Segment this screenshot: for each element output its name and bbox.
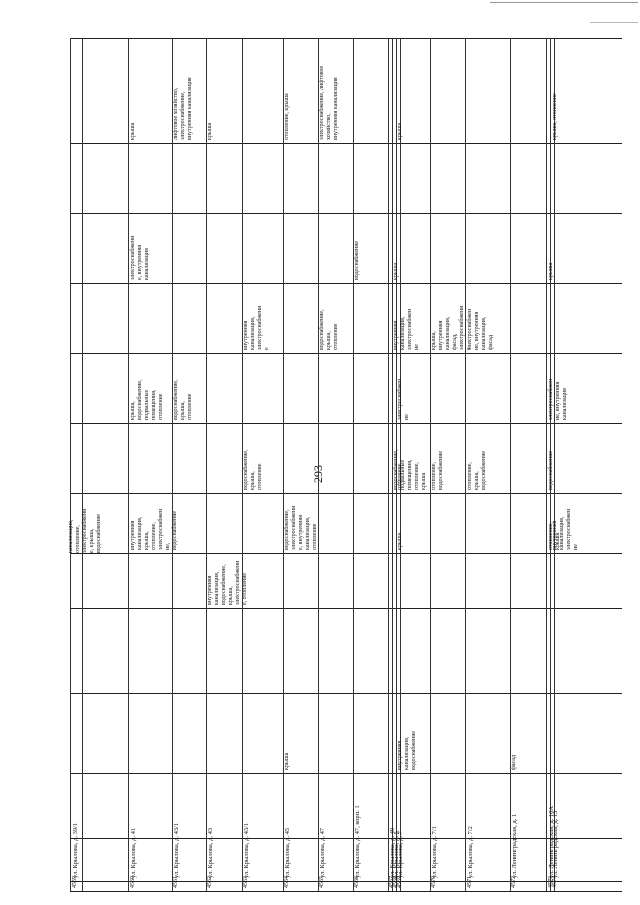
cell-c5: водоснабжение, крыша, отопление [243,449,263,490]
row-address: ул. Крылова, д. 43/1 [173,822,180,878]
row-rule [400,38,401,891]
column-rule [70,773,622,774]
row-address: ул. Крылова, д. 45 [284,827,291,878]
cell-c10: крыша [207,122,213,140]
row-address: ул. Ленинградская, д. 15 [552,810,559,878]
column-rule [70,38,622,39]
column-rule [70,493,622,494]
column-rule [70,891,622,892]
row-rule [388,38,389,891]
cell-c7: внутренняя канализация, электроснабжен и… [393,308,420,350]
row-number: 4569 [397,876,403,888]
row-number: 4563 [243,876,249,888]
cell-c8: крыша [548,262,554,280]
cell-c5: водоснабжение [548,450,554,490]
cell-c10: лифтовое хозяйство, электроснабжение, вн… [173,77,193,140]
cell-c6: водоснабжение, крыша, отопление [173,379,193,420]
top-rule [490,2,638,3]
row-address: ул. Ленинградская, д. 1 [511,813,518,878]
cell-c4: внутренняя канализация, электроснабжен и… [552,508,579,550]
row-number: 4566 [354,876,360,888]
column-rule [70,693,622,694]
cell-c6: электроснабжен ие [397,378,410,420]
column-rule [70,353,622,354]
row-number: 4564 [284,876,290,888]
row-address: ул. Крылова, д. 43 [207,827,214,878]
row-address: ул. Крылова, д. 47, корп. 1 [354,805,361,878]
cell-c8: электроснабжени е, внутренняя канализаци… [130,235,150,280]
repair-table: 4559 ул. Крылова, д. 39/1 4560 ул. Крылова,… [68,38,622,892]
row-rule [206,38,207,891]
row-rule [318,38,319,891]
row-rule [546,38,547,891]
top-rule [590,22,638,23]
cell-c7: водоснабжение, крыша, отопление [319,309,339,350]
row-number: 4565 [319,876,325,888]
continuation-cell: канализация, отопление, электроснабжени … [68,508,102,553]
column-rule [70,283,622,284]
cell-c5: отопление, крыша, водоснабжение [467,450,487,490]
column-rule [70,881,622,882]
row-rule [554,38,555,891]
cell-c1: фасад [511,754,517,770]
row-address: ул. Крылова, д. 41 [130,827,137,878]
cell-c3: внутренняя канализация, водоснабжение, к… [207,560,248,605]
row-rule [82,38,83,891]
cell-c10: крыша, отопление [552,93,558,140]
row-address: ул. Крылова, д. 7/1 [431,826,438,878]
row-number: 4574 [552,876,558,888]
cell-c10: крыша [130,122,136,140]
row-number: 4572 [511,876,517,888]
row-rule [396,38,397,891]
row-rule [392,38,393,891]
row-number: 4559 [72,876,78,888]
row-address: ул. Крылова, д. 7/2 [467,826,474,878]
cell-c7: внутренняя канализация, электроснабжени … [243,305,270,350]
cell-c8: водоснабжение [354,240,360,280]
column-rule [70,838,622,839]
cell-c1: внутренняя канализация, водоснабжение [397,730,417,770]
row-number: 4571 [467,876,473,888]
row-number: 4562 [207,876,213,888]
cell-c6: крыша, водоснабжение, подвальные помещен… [130,379,164,420]
cell-c8: крыша [393,262,399,280]
row-rule [550,38,551,891]
row-number: 4561 [173,876,179,888]
cell-c7: электроснабжен ие, внутренняя канализаци… [467,308,494,350]
row-rule [430,38,431,891]
column-rule [70,143,622,144]
row-number: 4570 [431,876,437,888]
row-rule [465,38,466,891]
row-rule [242,38,243,891]
row-address: ул. Крылова, д. 39/1 [72,822,79,878]
row-address: ул. Крылова, д. 47 [319,827,326,878]
row-rule [70,38,71,891]
cell-c5: отопление [397,463,403,490]
cell-c10: электроснабжение, лифтовое хозяйство, вн… [319,65,339,140]
column-rule [70,423,622,424]
cell-c5: отопление, водоснабжение [431,450,444,490]
cell-c10: крыша [397,122,403,140]
column-rule [70,553,622,554]
row-rule [510,38,511,891]
row-rule [353,38,354,891]
row-number: 4560 [130,876,136,888]
cell-c4: водоснабжение, электроснабжени е, внутре… [284,505,318,550]
cell-c4: крыша [397,532,403,550]
row-rule [128,38,129,891]
cell-c1: крыша [284,752,290,770]
column-rule [70,213,622,214]
cell-c6: электроснабжен ие, внутренняя канализаци… [548,378,568,420]
row-address: ул. Крылова, д. 7 [397,831,404,878]
cell-c4: внутренняя канализация, крыша, отопление… [130,508,178,550]
cell-c10: отопление, крыша [284,93,290,140]
column-rule [70,608,622,609]
row-rule [172,38,173,891]
row-address: ул. Крылова, д. 43/1 [243,822,250,878]
row-rule [283,38,284,891]
